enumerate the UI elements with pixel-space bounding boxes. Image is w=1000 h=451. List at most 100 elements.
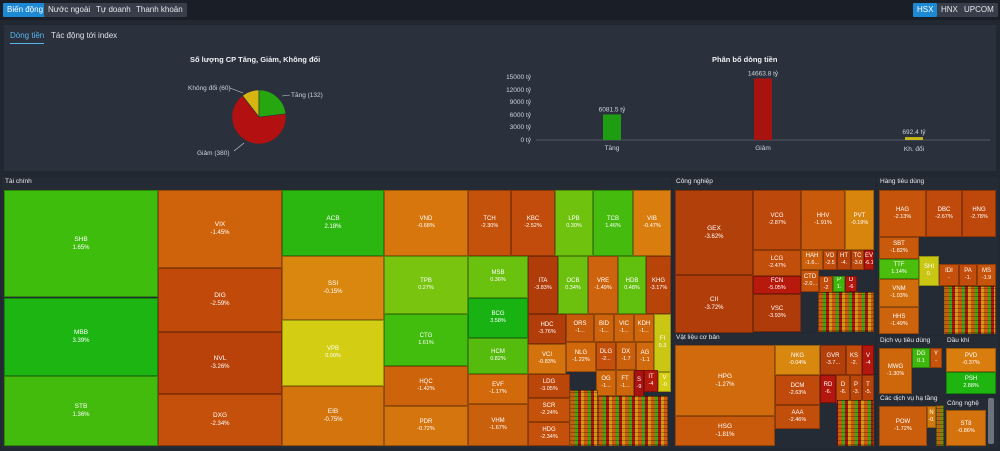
stock-tile[interactable]: VIC -1...	[614, 314, 634, 342]
stock-tile[interactable]: D -6	[845, 276, 857, 292]
stock-tile[interactable]: VHM -1.67%	[468, 404, 528, 446]
stock-tile[interactable]: NLG -1.22%	[566, 342, 596, 372]
scrollbar[interactable]	[988, 398, 994, 444]
bar-giam[interactable]	[754, 78, 772, 140]
stock-tile[interactable]: KBC -2.52%	[511, 190, 555, 256]
stock-tile[interactable]: CTG 1.61%	[384, 314, 468, 366]
stock-tile[interactable]: PVT -0.19%	[845, 190, 874, 250]
stock-tile[interactable]: TCB 1.46%	[593, 190, 633, 256]
stock-tile[interactable]: PDR -0.72%	[384, 406, 468, 446]
stock-tile[interactable]: OCB 0.34%	[558, 256, 588, 314]
stock-tile[interactable]: VIX -1.45%	[158, 190, 282, 268]
stock-tile[interactable]: BID -1...	[594, 314, 614, 342]
stock-tile[interactable]: VRE -1.49%	[588, 256, 618, 314]
stock-tile[interactable]: VND -0.68%	[384, 190, 468, 256]
stock-tile[interactable]: DBC -2.67%	[926, 190, 962, 237]
pie-slice-up[interactable]	[258, 89, 287, 118]
stock-tile[interactable]: EVF -1.17%	[468, 374, 528, 404]
stock-tile[interactable]: HAH -1.6...	[801, 250, 823, 270]
stock-tile[interactable]: KHG -3.17%	[646, 256, 671, 314]
stock-tile[interactable]: NVL -3.26%	[158, 332, 282, 394]
stock-tile[interactable]: DLG -2...	[596, 342, 616, 370]
stock-tile[interactable]: T -5.	[862, 375, 874, 403]
stock-tile[interactable]: MWG -1.30%	[879, 348, 912, 394]
stock-tile[interactable]: VO -2.5	[823, 250, 837, 270]
exchange-hnx[interactable]: HNX	[937, 3, 962, 17]
stock-tile[interactable]: SHB 1.65%	[4, 190, 158, 297]
stock-tile[interactable]: HDG -2.34%	[528, 422, 570, 446]
stock-tile[interactable]: RD -6.	[820, 375, 836, 403]
stock-tile[interactable]: HDC -3.76%	[528, 314, 566, 344]
subtab-dong-tien[interactable]: Dòng tiền	[10, 31, 45, 40]
stock-tile[interactable]: VNM -1.03%	[879, 279, 919, 307]
stock-tile[interactable]: V -0	[658, 372, 671, 392]
stock-tile[interactable]: NKG -0.04%	[775, 345, 820, 375]
stock-tile[interactable]: DX -1.7	[616, 342, 636, 370]
stock-tile[interactable]: CTD -2.0...	[801, 270, 819, 292]
tab-tu-doanh[interactable]: Tự doanh	[92, 3, 135, 17]
stock-tile[interactable]: PA -1.	[959, 264, 977, 286]
stock-tile[interactable]: DXG -2.34%	[158, 394, 282, 446]
stock-tile[interactable]: ST8 -0.86%	[946, 410, 986, 446]
stock-tile[interactable]: FT -1...	[616, 370, 634, 396]
stock-tile[interactable]: S -9	[634, 370, 644, 398]
stock-tile[interactable]: POW -1.72%	[879, 406, 927, 446]
stock-tile[interactable]: OG -1...	[596, 370, 616, 396]
stock-tile[interactable]: MS -1.9	[977, 264, 996, 286]
stock-tile[interactable]: LDG -3.05%	[528, 374, 570, 398]
stock-tile[interactable]: ORS -1...	[566, 314, 594, 342]
stock-tile[interactable]: N -0.	[927, 406, 936, 428]
stock-tile[interactable]: VIB -0.47%	[633, 190, 671, 256]
stock-tile[interactable]: DG 0.1	[912, 348, 930, 368]
stock-tile[interactable]: ITA -3.83%	[528, 256, 558, 314]
stock-tile[interactable]: P 1.	[833, 276, 845, 292]
stock-tile[interactable]: BCG 3.58%	[468, 298, 528, 338]
stock-tile[interactable]: V -4	[862, 345, 874, 375]
pie-slice-down[interactable]	[231, 95, 287, 145]
stock-tile[interactable]: DCM -2.63%	[775, 375, 820, 405]
stock-tile[interactable]: VPB 0.00%	[282, 320, 384, 386]
stock-tile[interactable]: FI 0.3	[654, 314, 671, 372]
stock-tile[interactable]: MSB 0.36%	[468, 256, 528, 298]
stock-tile[interactable]: HDB 0.48%	[618, 256, 646, 314]
tab-bien-dong[interactable]: Biến động	[3, 3, 48, 17]
stock-tile[interactable]: CII -3.72%	[675, 275, 753, 333]
stock-tile[interactable]: HCM 0.82%	[468, 338, 528, 374]
stock-tile[interactable]: HPG -1.27%	[675, 345, 775, 416]
stock-tile[interactable]: DIG -2.59%	[158, 268, 282, 332]
stock-tile[interactable]: MBB 3.39%	[4, 298, 158, 376]
stock-tile[interactable]: VCG -2.87%	[753, 190, 801, 250]
stock-tile[interactable]: SBT -1.82%	[879, 237, 919, 259]
stock-tile[interactable]: LPB 0.30%	[555, 190, 593, 256]
stock-tile[interactable]: KS -2.	[846, 345, 862, 375]
stock-tile[interactable]: HHV -1.91%	[801, 190, 845, 250]
exchange-upcom[interactable]: UPCOM	[960, 3, 998, 17]
stock-tile[interactable]: HAG -2.13%	[879, 190, 926, 237]
stock-tile[interactable]: SHI 0.	[919, 256, 939, 286]
bar-tang[interactable]	[603, 114, 621, 140]
stock-tile[interactable]: HNG -2.78%	[962, 190, 996, 237]
stock-tile[interactable]: EV -6.1	[864, 250, 874, 270]
stock-tile[interactable]: FCN -5.05%	[753, 276, 801, 294]
stock-tile[interactable]: SCR -2.24%	[528, 398, 570, 422]
stock-tile[interactable]: AAA -2.46%	[775, 405, 820, 429]
stock-tile[interactable]: SSI -0.15%	[282, 256, 384, 320]
stock-tile[interactable]: AG -1.1	[636, 342, 654, 372]
stock-tile[interactable]: VCI -0.83%	[528, 344, 566, 374]
stock-tile[interactable]: TTF 1.14%	[879, 259, 919, 279]
exchange-hsx[interactable]: HSX	[913, 3, 938, 17]
stock-tile[interactable]: Y-	[930, 348, 942, 368]
stock-tile[interactable]: KDH -1...	[634, 314, 654, 342]
stock-tile[interactable]: HT -4.	[837, 250, 851, 270]
stock-tile[interactable]: VSC -3.93%	[753, 294, 801, 332]
stock-tile[interactable]: LCG -2.47%	[753, 250, 801, 276]
stock-tile[interactable]: IDI -	[939, 264, 959, 286]
stock-tile[interactable]: PVD -0.37%	[946, 348, 996, 372]
stock-tile[interactable]: HSG -1.81%	[675, 416, 775, 446]
stock-tile[interactable]: STB 1.36%	[4, 376, 158, 446]
bar-kh-doi[interactable]	[905, 137, 923, 140]
stock-tile[interactable]: HHS -1.49%	[879, 307, 919, 334]
stock-tile[interactable]: TC -3.0	[851, 250, 864, 270]
stock-tile[interactable]: TCH -2.30%	[468, 190, 511, 256]
stock-tile[interactable]: GEX -3.62%	[675, 190, 753, 275]
